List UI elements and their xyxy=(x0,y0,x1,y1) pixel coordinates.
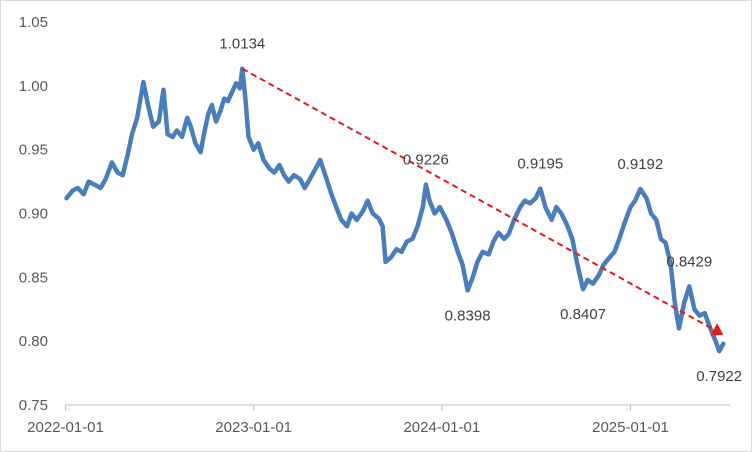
trend-line xyxy=(241,67,715,331)
x-tick-label: 2025-01-01 xyxy=(592,419,669,436)
trend-arrowhead xyxy=(710,323,724,336)
x-tick-label: 2022-01-01 xyxy=(27,419,104,436)
data-label: 0.8407 xyxy=(560,306,606,323)
data-label: 0.8398 xyxy=(445,307,491,324)
data-label: 0.7922 xyxy=(696,368,742,385)
series-line xyxy=(64,66,726,354)
y-tick-label: 0.90 xyxy=(19,206,48,223)
data-label: 1.0134 xyxy=(219,36,265,53)
y-tick-label: 0.75 xyxy=(19,397,48,414)
data-label: 0.9195 xyxy=(517,156,563,173)
x-tick-label: 2024-01-01 xyxy=(403,419,480,436)
data-label: 0.8429 xyxy=(666,253,712,270)
data-label: 0.9192 xyxy=(617,156,663,173)
y-tick-label: 0.85 xyxy=(19,269,48,286)
y-tick-label: 1.00 xyxy=(19,78,48,95)
x-tick-label: 2023-01-01 xyxy=(215,419,292,436)
y-tick-label: 0.95 xyxy=(19,142,48,159)
y-tick-label: 1.05 xyxy=(19,14,48,31)
y-tick-label: 0.80 xyxy=(19,333,48,350)
data-label: 0.9226 xyxy=(403,152,449,169)
